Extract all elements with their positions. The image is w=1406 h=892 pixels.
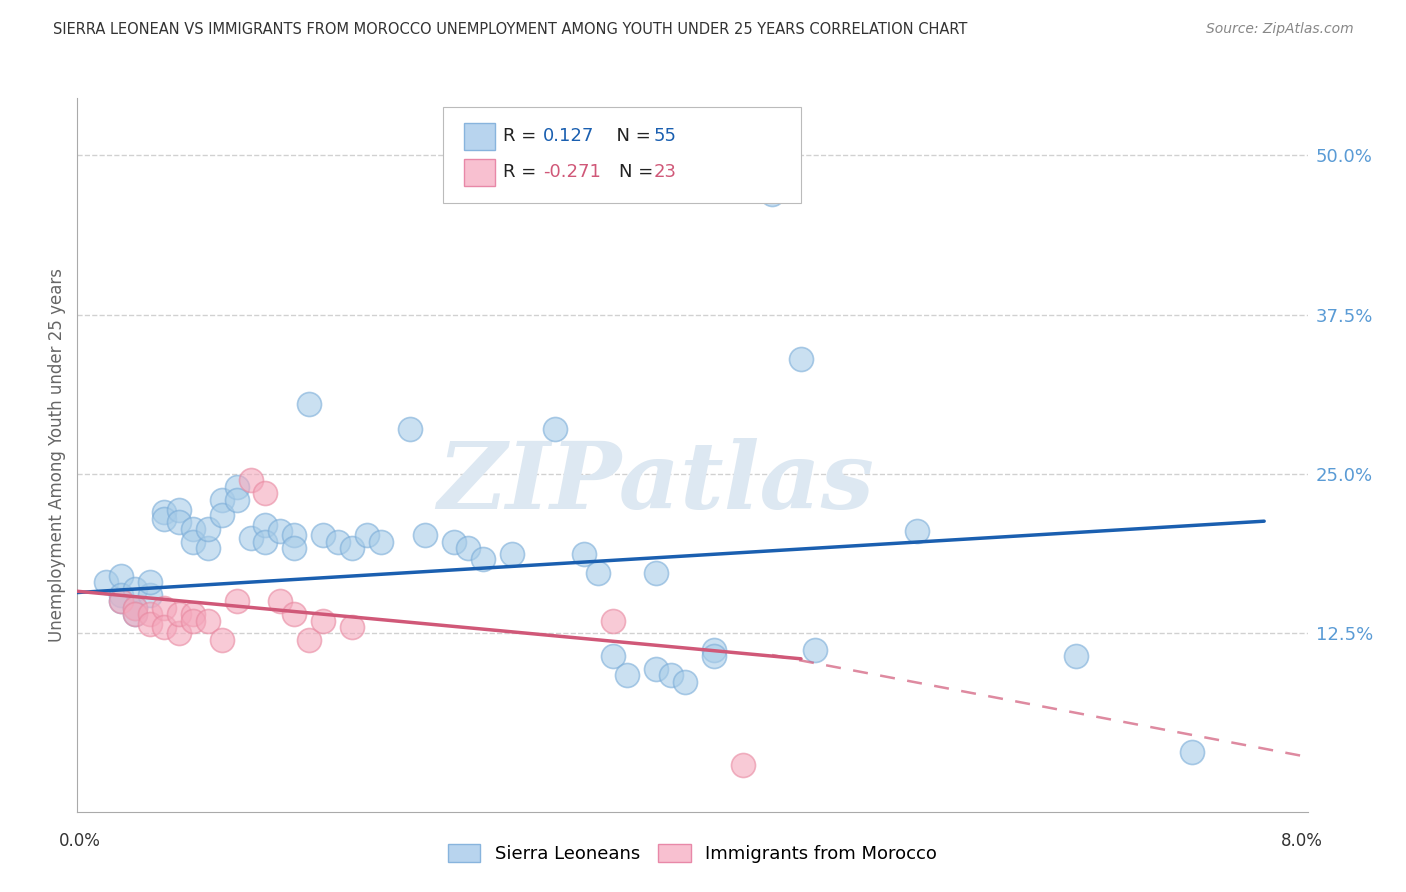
Point (240, 474, 263, 488)
Point (197, 614, 219, 628)
Point (326, 534, 349, 549)
Point (703, 649, 725, 664)
Text: 55: 55 (654, 128, 676, 145)
Text: 23: 23 (654, 163, 676, 181)
Point (181, 534, 204, 549)
Y-axis label: Unemployment Among Youth under 25 years: Unemployment Among Youth under 25 years (48, 268, 66, 642)
Point (703, 643, 725, 657)
Point (356, 528, 378, 542)
Point (413, 528, 436, 542)
Point (181, 607, 204, 622)
Point (153, 620, 176, 634)
Point (298, 397, 321, 411)
Point (471, 552, 494, 566)
Text: N =: N = (619, 163, 658, 181)
Point (761, 186, 783, 201)
Point (342, 620, 364, 634)
Point (138, 617, 160, 632)
Point (211, 632, 233, 647)
Point (197, 541, 219, 555)
Text: -0.271: -0.271 (543, 163, 600, 181)
Text: N =: N = (605, 128, 657, 145)
Point (298, 632, 321, 647)
Point (544, 422, 567, 436)
Text: 0.127: 0.127 (543, 128, 595, 145)
Point (110, 569, 132, 583)
Point (269, 524, 291, 539)
Point (211, 508, 233, 522)
Point (254, 486, 277, 500)
Point (645, 566, 668, 581)
Point (645, 662, 668, 676)
Point (225, 594, 247, 608)
Point (370, 534, 392, 549)
Point (443, 534, 465, 549)
Point (616, 668, 638, 682)
Text: ZIPatlas: ZIPatlas (437, 439, 875, 528)
Point (342, 541, 364, 555)
Point (197, 522, 219, 536)
Point (673, 674, 696, 689)
Point (659, 668, 682, 682)
Point (110, 588, 132, 602)
Point (124, 607, 146, 622)
Text: Source: ZipAtlas.com: Source: ZipAtlas.com (1206, 22, 1354, 37)
Point (283, 607, 305, 622)
Point (138, 588, 160, 602)
Point (153, 600, 176, 615)
Point (138, 607, 160, 622)
Point (283, 528, 305, 542)
Point (283, 541, 305, 555)
Point (804, 643, 827, 657)
Point (153, 505, 176, 519)
Point (254, 534, 277, 549)
Point (312, 528, 335, 542)
Point (399, 422, 422, 436)
Text: SIERRA LEONEAN VS IMMIGRANTS FROM MOROCCO UNEMPLOYMENT AMONG YOUTH UNDER 25 YEAR: SIERRA LEONEAN VS IMMIGRANTS FROM MOROCC… (53, 22, 967, 37)
Point (501, 547, 523, 561)
Point (602, 649, 624, 664)
Point (905, 524, 928, 539)
Point (110, 594, 132, 608)
Point (124, 607, 146, 622)
Point (153, 511, 176, 525)
Point (167, 626, 190, 640)
Text: 8.0%: 8.0% (1281, 832, 1323, 850)
Point (269, 594, 291, 608)
Point (167, 502, 190, 516)
Point (588, 566, 610, 581)
Point (138, 575, 160, 590)
Point (181, 614, 204, 628)
Point (96, 575, 118, 590)
Point (225, 492, 247, 507)
Point (167, 607, 190, 622)
Point (254, 518, 277, 533)
Point (1181, 745, 1204, 759)
Point (211, 492, 233, 507)
Point (457, 541, 479, 555)
Point (572, 547, 595, 561)
Text: R =: R = (503, 128, 543, 145)
Point (124, 582, 146, 596)
Point (124, 600, 146, 615)
Point (110, 594, 132, 608)
Point (225, 480, 247, 494)
Point (312, 614, 335, 628)
Point (790, 352, 813, 367)
Point (733, 757, 755, 772)
Point (1064, 649, 1087, 664)
Point (124, 600, 146, 615)
Point (167, 516, 190, 530)
Text: 0.0%: 0.0% (59, 832, 101, 850)
Legend: Sierra Leoneans, Immigrants from Morocco: Sierra Leoneans, Immigrants from Morocco (440, 837, 945, 871)
Text: R =: R = (503, 163, 543, 181)
Point (240, 531, 263, 545)
Point (181, 522, 204, 536)
Point (602, 614, 624, 628)
